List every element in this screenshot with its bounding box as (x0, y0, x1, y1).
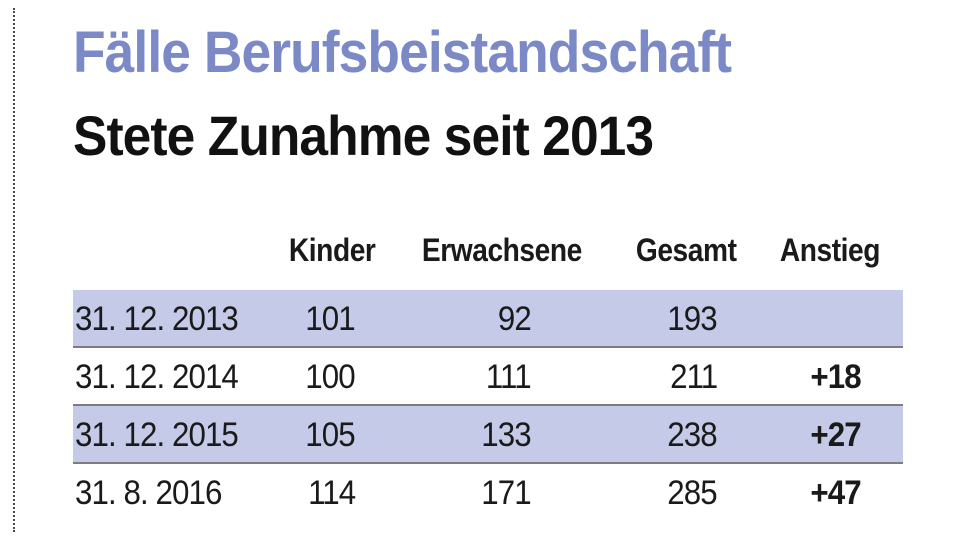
header-kinder: Kinder (288, 232, 376, 268)
cell-date: 31. 12. 2015 (75, 416, 239, 454)
cell-date: 31. 8. 2016 (75, 474, 222, 512)
cell-date: 31. 12. 2014 (75, 358, 239, 396)
data-table: Kinder Erwachsene Gesamt Anstieg 31. 12.… (73, 220, 903, 522)
table-row: 31. 12. 2014 100 111 211 +18 (73, 348, 903, 406)
header-gesamt: Gesamt (635, 232, 737, 268)
dotted-margin-rule (13, 8, 15, 532)
cell-gesamt: 193 (667, 300, 718, 338)
cell-erwachsene: 133 (481, 416, 532, 454)
cell-erwachsene: 171 (481, 474, 532, 512)
cell-kinder: 100 (305, 358, 356, 396)
cell-erwachsene: 92 (498, 300, 532, 338)
cell-kinder: 105 (305, 416, 356, 454)
cell-anstieg: +47 (810, 474, 862, 512)
cell-kinder: 114 (307, 474, 356, 512)
cell-gesamt: 211 (669, 358, 718, 396)
cell-kinder: 101 (305, 300, 356, 338)
table-row: 31. 12. 2013 101 92 193 (73, 290, 903, 348)
table-row: 31. 12. 2015 105 133 238 +27 (73, 406, 903, 464)
cell-gesamt: 238 (667, 416, 718, 454)
header-anstieg: Anstieg (779, 232, 881, 268)
cell-anstieg: +27 (810, 416, 862, 454)
header-erwachsene: Erwachsene (421, 232, 582, 268)
cell-erwachsene: 111 (486, 358, 532, 396)
cell-anstieg: +18 (810, 358, 862, 396)
chart-title: Fälle Berufsbeistandschaft (73, 20, 732, 85)
cell-gesamt: 285 (667, 474, 718, 512)
cell-date: 31. 12. 2013 (75, 300, 239, 338)
chart-subtitle: Stete Zunahme seit 2013 (73, 104, 654, 167)
table-row: 31. 8. 2016 114 171 285 +47 (73, 464, 903, 522)
table-header: Kinder Erwachsene Gesamt Anstieg (73, 220, 903, 290)
